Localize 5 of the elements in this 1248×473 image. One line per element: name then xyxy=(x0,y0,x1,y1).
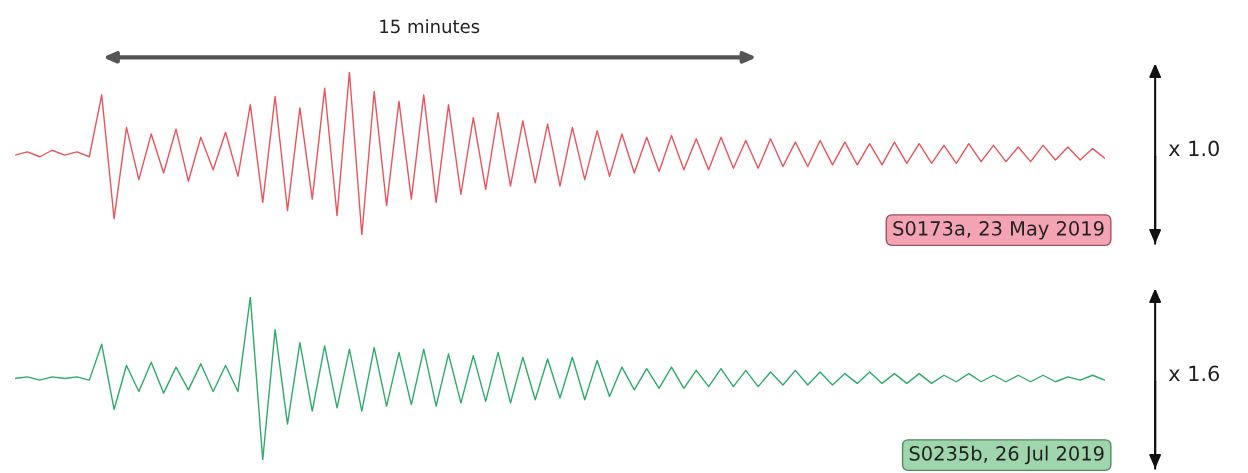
text: 15 minutes xyxy=(380,19,480,34)
text: x 1.0 xyxy=(1168,140,1219,157)
annotation: S0173a, 23 May 2019 xyxy=(893,221,1104,240)
annotation: S0235b, 26 Jul 2019 xyxy=(909,445,1104,465)
text: x 1.6 xyxy=(1168,365,1219,382)
